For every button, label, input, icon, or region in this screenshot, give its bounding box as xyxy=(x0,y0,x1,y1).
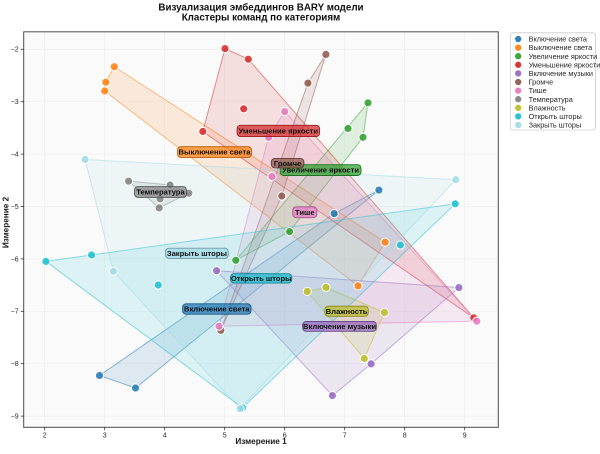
svg-text:2: 2 xyxy=(43,433,47,440)
svg-text:5: 5 xyxy=(223,433,227,440)
svg-text:−6: −6 xyxy=(11,256,19,263)
svg-text:Тише: Тише xyxy=(529,86,547,95)
svg-text:Выключение света: Выключение света xyxy=(179,148,252,157)
svg-text:Увеличение яркости: Увеличение яркости xyxy=(529,52,598,61)
svg-text:Включение музыки: Включение музыки xyxy=(529,69,593,78)
svg-text:Влажность: Влажность xyxy=(529,103,566,112)
svg-text:4: 4 xyxy=(163,433,167,440)
svg-text:−8: −8 xyxy=(11,361,19,368)
svg-text:Увеличение яркости: Увеличение яркости xyxy=(282,166,359,175)
svg-text:Включение музыки: Включение музыки xyxy=(303,322,376,331)
svg-text:Громче: Громче xyxy=(529,78,554,87)
svg-text:Открыть шторы: Открыть шторы xyxy=(529,112,582,121)
svg-text:3: 3 xyxy=(103,433,107,440)
svg-text:−2: −2 xyxy=(11,47,19,54)
svg-text:−5: −5 xyxy=(11,204,19,211)
svg-text:Температура: Температура xyxy=(529,95,574,104)
svg-text:−3: −3 xyxy=(11,99,19,106)
svg-text:Кластеры команд по категориям: Кластеры команд по категориям xyxy=(182,12,341,23)
svg-text:Включение света: Включение света xyxy=(529,35,588,44)
svg-text:Визуализация эмбеддингов BARY: Визуализация эмбеддингов BARY модели xyxy=(158,3,363,14)
svg-text:Закрыть шторы: Закрыть шторы xyxy=(529,121,582,130)
svg-text:Выключение света: Выключение света xyxy=(529,43,594,52)
svg-text:Громче: Громче xyxy=(274,159,301,168)
svg-text:9: 9 xyxy=(463,433,467,440)
svg-text:6: 6 xyxy=(283,433,287,440)
svg-text:Уменьшение яркости: Уменьшение яркости xyxy=(239,127,319,136)
svg-text:Измерение 2: Измерение 2 xyxy=(2,196,11,248)
svg-text:8: 8 xyxy=(403,433,407,440)
svg-text:Включение света: Включение света xyxy=(184,305,250,314)
svg-text:Закрыть шторы: Закрыть шторы xyxy=(167,249,227,258)
svg-text:Температура: Температура xyxy=(136,188,185,197)
svg-text:Открыть шторы: Открыть шторы xyxy=(231,274,292,283)
svg-text:Влажность: Влажность xyxy=(326,307,368,316)
svg-text:7: 7 xyxy=(343,433,347,440)
svg-text:Тише: Тише xyxy=(295,208,315,217)
svg-text:−9: −9 xyxy=(11,414,19,421)
svg-text:Измерение 1: Измерение 1 xyxy=(235,437,287,446)
svg-text:Уменьшение яркости: Уменьшение яркости xyxy=(529,60,600,69)
svg-text:−7: −7 xyxy=(11,309,19,316)
svg-text:−4: −4 xyxy=(11,152,19,159)
